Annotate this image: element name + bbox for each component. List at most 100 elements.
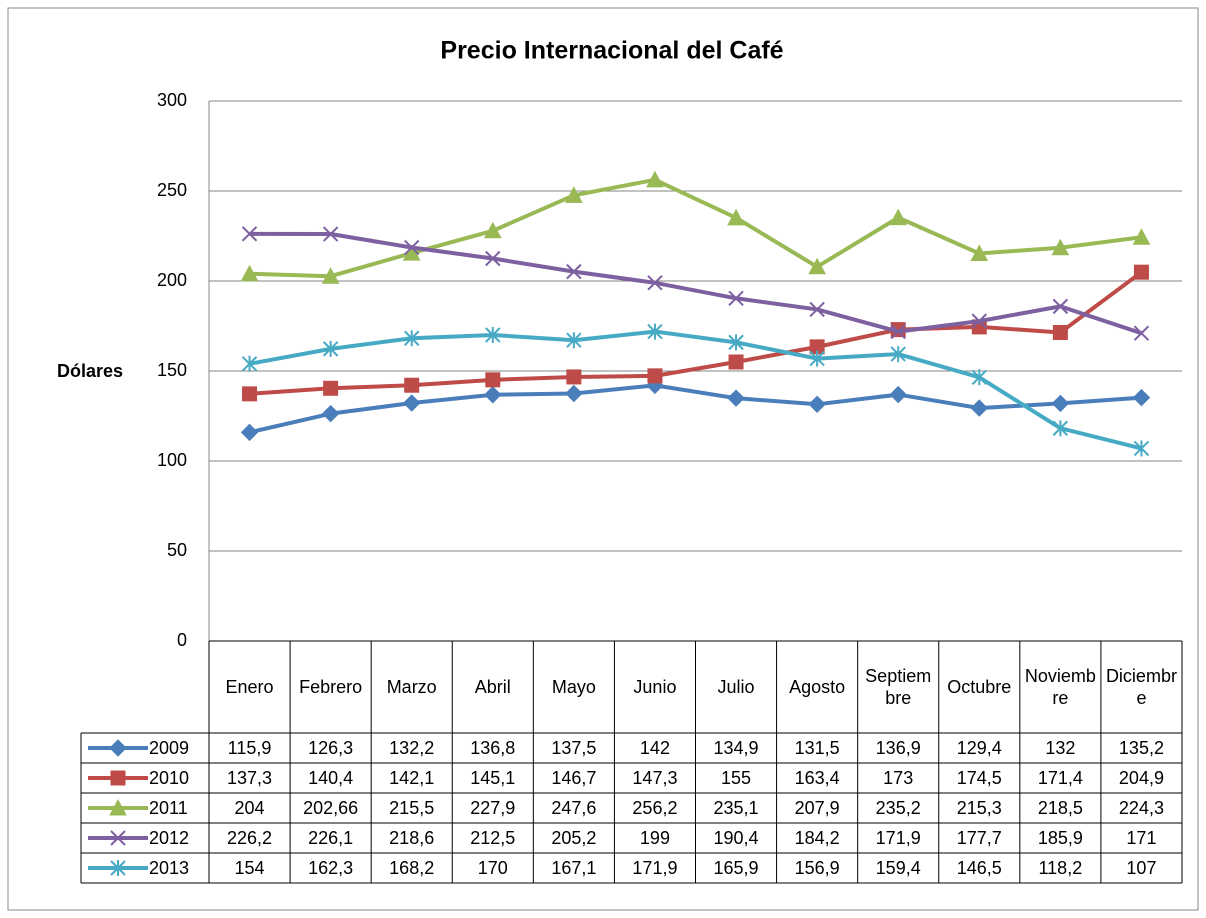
marker [485, 372, 501, 388]
table-value: 185,9 [1037, 828, 1083, 848]
table-value: 235,2 [875, 798, 921, 818]
marker [889, 385, 907, 404]
marker [1133, 264, 1149, 280]
table-value: 215,5 [389, 798, 435, 818]
y-tick-label: 150 [157, 360, 187, 380]
marker [483, 221, 502, 239]
table-value: 170 [477, 858, 508, 878]
marker [242, 386, 258, 402]
marker [404, 330, 420, 347]
y-tick-label: 100 [157, 450, 187, 470]
x-tick-label: Abril [474, 677, 511, 697]
table-value: 134,9 [713, 738, 759, 758]
chart-title: Precio Internacional del Café [440, 37, 783, 65]
marker [321, 267, 340, 284]
table-value: 174,5 [956, 768, 1002, 788]
table-value: 131,5 [794, 738, 840, 758]
table-value: 177,7 [956, 828, 1002, 848]
marker [109, 798, 127, 816]
table-value: 202,66 [303, 798, 359, 818]
table-value: 226,2 [227, 828, 273, 848]
table-value: 137,5 [551, 738, 597, 758]
table-value: 207,9 [794, 798, 840, 818]
x-tick-label: Marzo [386, 677, 437, 697]
table-value: 218,5 [1037, 798, 1083, 818]
chart-border [7, 7, 1199, 911]
x-tick-label: Junio [633, 677, 677, 697]
table-value: 163,4 [794, 768, 840, 788]
x-tick-label: Octubre [947, 677, 1012, 697]
table-value: 215,3 [956, 798, 1002, 818]
line [249, 329, 1142, 451]
marker [403, 394, 421, 412]
table-value: 184,2 [794, 828, 840, 848]
marker [241, 355, 258, 372]
marker [485, 250, 501, 267]
marker [1132, 388, 1151, 407]
marker [241, 226, 258, 242]
marker [970, 244, 989, 261]
table-value: 171 [1126, 828, 1157, 848]
table-value: 135,2 [1118, 738, 1164, 758]
table-value: 159,4 [875, 858, 921, 878]
table-value: 224,3 [1118, 798, 1164, 818]
table-value: 256,2 [632, 798, 678, 818]
marker [728, 354, 744, 370]
marker [110, 830, 126, 846]
table-value: 146,7 [551, 768, 597, 788]
marker [970, 399, 988, 417]
table-value: 171,9 [875, 828, 921, 848]
marker [322, 226, 339, 242]
table-value: 171,9 [632, 858, 678, 878]
line [249, 177, 1142, 279]
marker [485, 327, 501, 343]
marker [1133, 325, 1150, 341]
marker [890, 346, 906, 363]
marker [404, 239, 420, 256]
legend-label: 2009 [149, 738, 189, 758]
marker [322, 340, 339, 357]
table-value: 118,2 [1038, 858, 1083, 878]
marker [809, 301, 825, 318]
y-tick-label: 250 [157, 180, 187, 200]
legend-label: 2010 [149, 768, 189, 788]
y-axis-label: Dólares [57, 361, 123, 381]
marker [240, 423, 259, 442]
x-tick-label: Diciembre [1105, 666, 1177, 708]
marker [809, 350, 825, 367]
table-value: 204,9 [1118, 768, 1164, 788]
legend-label: 2012 [149, 828, 189, 848]
marker [971, 313, 987, 329]
table-value: 145,1 [470, 768, 516, 788]
table-value: 132,2 [389, 738, 435, 758]
marker [566, 263, 582, 280]
y-tick-label: 0 [177, 630, 187, 650]
marker [971, 369, 987, 386]
marker [1132, 228, 1151, 245]
marker [323, 380, 339, 396]
table-value: 212,5 [470, 828, 516, 848]
marker [647, 323, 663, 340]
marker [728, 290, 744, 306]
marker [808, 395, 826, 414]
table-value: 235,1 [713, 798, 759, 818]
table-value: 168,2 [389, 858, 435, 878]
table-value: 136,9 [875, 738, 921, 758]
marker [110, 770, 126, 786]
y-tick-label: 50 [167, 540, 187, 560]
table-value: 173 [883, 768, 914, 788]
marker [565, 384, 583, 403]
marker [240, 264, 259, 282]
table-value: 140,4 [308, 768, 354, 788]
line [249, 270, 1143, 396]
marker [404, 377, 420, 393]
line [249, 383, 1142, 435]
table-value: 204 [234, 798, 265, 818]
marker [484, 386, 502, 404]
table-value: 247,6 [551, 798, 597, 818]
marker [647, 368, 663, 384]
table-value: 167,1 [551, 858, 597, 878]
marker [808, 257, 826, 275]
x-tick-label: Enero [225, 677, 274, 697]
table-value: 147,3 [632, 768, 678, 788]
